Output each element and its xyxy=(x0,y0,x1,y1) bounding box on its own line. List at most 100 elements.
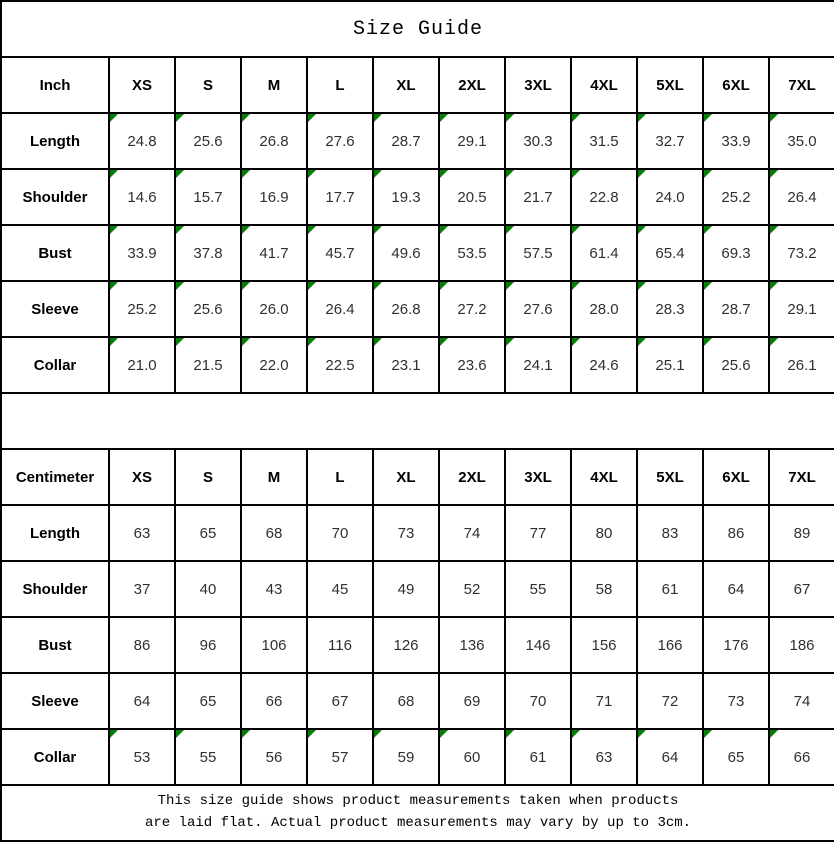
size-value: 74 xyxy=(793,692,811,710)
size-value: 27.2 xyxy=(457,300,487,318)
size-value-cell: 45.7 xyxy=(306,224,374,282)
corner-flag-icon xyxy=(639,171,646,178)
size-value-cell: 68 xyxy=(240,504,308,562)
corner-flag-icon xyxy=(243,115,250,122)
size-value-cell: 24.8 xyxy=(108,112,176,170)
size-value-cell: 77 xyxy=(504,504,572,562)
size-value-cell: 28.3 xyxy=(636,280,704,338)
size-value-cell: 21.5 xyxy=(174,336,242,394)
corner-flag-icon xyxy=(639,227,646,234)
size-value: 19.3 xyxy=(391,188,421,206)
size-value: 53.5 xyxy=(457,244,487,262)
size-value-cell: 61 xyxy=(636,560,704,618)
size-value-cell: 25.2 xyxy=(108,280,176,338)
size-value: 49.6 xyxy=(391,244,421,262)
size-header-cell: 7XL xyxy=(767,448,834,506)
corner-flag-icon xyxy=(573,339,580,346)
row-label-cell: Length xyxy=(0,504,110,562)
size-value-cell: 176 xyxy=(702,616,770,674)
size-value-cell: 49 xyxy=(372,560,440,618)
size-value: 32.7 xyxy=(655,132,685,150)
size-value-cell: 63 xyxy=(108,504,176,562)
size-value: 25.6 xyxy=(193,300,223,318)
size-value: 69.3 xyxy=(721,244,751,262)
corner-flag-icon xyxy=(573,115,580,122)
size-value-cell: 83 xyxy=(636,504,704,562)
row-label-cell: Bust xyxy=(0,616,110,674)
size-value: 24.8 xyxy=(127,132,157,150)
size-header-cell: M xyxy=(240,56,308,114)
size-value-cell: 43 xyxy=(240,560,308,618)
size-header-cell: 6XL xyxy=(702,56,770,114)
size-value-cell: 23.6 xyxy=(438,336,506,394)
corner-flag-icon xyxy=(507,283,514,290)
size-value: 64 xyxy=(133,692,151,710)
size-value-cell: 28.0 xyxy=(570,280,638,338)
corner-flag-icon xyxy=(639,115,646,122)
size-header-cell: 3XL xyxy=(504,56,572,114)
corner-flag-icon xyxy=(177,115,184,122)
size-value: 30.3 xyxy=(523,132,553,150)
corner-flag-icon xyxy=(177,339,184,346)
size-value: 21.5 xyxy=(193,356,223,374)
size-value-cell: 126 xyxy=(372,616,440,674)
measurement-row: Collar 53 55 56 57 59 60 61 63 64 65 66 xyxy=(0,728,834,786)
corner-flag-icon xyxy=(507,227,514,234)
size-value: 23.6 xyxy=(457,356,487,374)
corner-flag-icon xyxy=(771,171,778,178)
row-label-cell: Sleeve xyxy=(0,672,110,730)
size-header-cell: XS xyxy=(108,56,176,114)
size-value-cell: 68 xyxy=(372,672,440,730)
size-header-cell: 4XL xyxy=(570,56,638,114)
size-value-cell: 55 xyxy=(174,728,242,786)
size-value-cell: 64 xyxy=(636,728,704,786)
measurement-row: Bust 33.9 37.8 41.7 45.7 49.6 53.5 57.5 61.4 65.4… xyxy=(0,224,834,282)
size-value: 166 xyxy=(657,636,683,654)
size-value-cell: 67 xyxy=(306,672,374,730)
size-value: 24.6 xyxy=(589,356,619,374)
corner-flag-icon xyxy=(177,283,184,290)
size-value-cell: 24.6 xyxy=(570,336,638,394)
size-value-cell: 60 xyxy=(438,728,506,786)
size-value: 73.2 xyxy=(787,244,817,262)
size-value-cell: 27.2 xyxy=(438,280,506,338)
corner-flag-icon xyxy=(243,283,250,290)
size-value-cell: 65 xyxy=(174,672,242,730)
size-value-cell: 146 xyxy=(504,616,572,674)
size-header-row: Inch XS S M L XL 2XL 3XL 4XL 5XL 6XL 7XL xyxy=(0,56,834,114)
size-value: 22.8 xyxy=(589,188,619,206)
size-value-cell: 17.7 xyxy=(306,168,374,226)
size-value-cell: 59 xyxy=(372,728,440,786)
size-value-cell: 26.4 xyxy=(306,280,374,338)
size-value-cell: 65.4 xyxy=(636,224,704,282)
size-value-cell: 53.5 xyxy=(438,224,506,282)
size-value: 57 xyxy=(331,748,349,766)
size-value: 57.5 xyxy=(523,244,553,262)
size-value-cell: 72 xyxy=(636,672,704,730)
size-value: 55 xyxy=(199,748,217,766)
size-value: 25.1 xyxy=(655,356,685,374)
size-value-cell: 66 xyxy=(240,672,308,730)
size-value: 77 xyxy=(529,524,547,542)
size-value: 106 xyxy=(261,636,287,654)
size-value: 63 xyxy=(133,524,151,542)
size-value-cell: 35.0 xyxy=(767,112,834,170)
size-value: 71 xyxy=(595,692,613,710)
size-value: 41.7 xyxy=(259,244,289,262)
corner-flag-icon xyxy=(309,283,316,290)
corner-flag-icon xyxy=(375,227,382,234)
size-value-cell: 56 xyxy=(240,728,308,786)
size-value: 33.9 xyxy=(127,244,157,262)
size-value: 63 xyxy=(595,748,613,766)
corner-flag-icon xyxy=(441,731,448,738)
corner-flag-icon xyxy=(111,227,118,234)
size-value-cell: 186 xyxy=(767,616,834,674)
size-value: 68 xyxy=(265,524,283,542)
measurement-row: Length 63 65 68 70 73 74 77 80 83 86 89 xyxy=(0,504,834,562)
size-value-cell: 116 xyxy=(306,616,374,674)
corner-flag-icon xyxy=(309,115,316,122)
measurement-row: Sleeve 64 65 66 67 68 69 70 71 72 73 74 xyxy=(0,672,834,730)
corner-flag-icon xyxy=(177,227,184,234)
size-value: 70 xyxy=(331,524,349,542)
